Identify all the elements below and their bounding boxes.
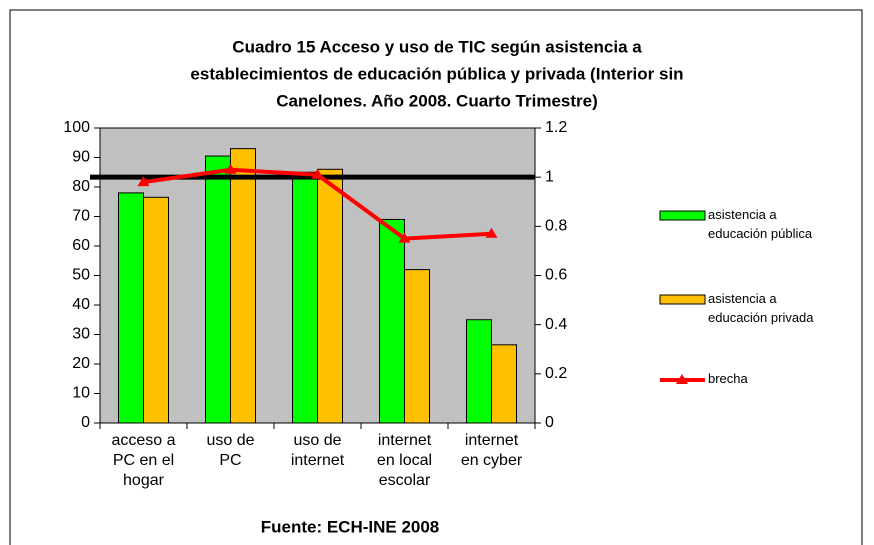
y2-tick-label: 0.2 [545,365,567,382]
line-marker [224,163,237,174]
x-tick-label: internet en cyber [461,432,523,469]
legend-label: asistencia a educación pública [708,207,813,241]
y-tick-label: 0 [81,414,90,431]
legend-swatch [659,210,706,221]
y-tick-label: 30 [72,326,90,343]
y-tick-label: 100 [63,119,90,136]
y2-tick-label: 0.4 [545,316,567,333]
bar [292,171,318,424]
legend-marker [676,374,688,384]
bar [143,196,169,424]
chart-title: Cuadro 15 Acceso y uso de TIC según asis… [232,37,642,56]
y-tick-label: 10 [72,385,90,402]
y2-tick-label: 0.6 [545,267,567,284]
y-tick-label: 20 [72,355,90,372]
line-marker [137,176,150,187]
x-tick-label: acceso a PC en el hogar [111,432,175,489]
y-tick-label: 90 [72,149,90,166]
y2-tick-label: 1.2 [545,119,567,136]
bar [317,168,343,424]
bar [491,344,517,424]
y-tick-label: 40 [72,296,90,313]
x-tick-label: internet en local escolar [377,432,432,489]
bar [205,155,231,424]
y2-tick-label: 0 [545,414,554,431]
bar [404,269,430,424]
legend-label: brecha [708,371,749,386]
y2-tick-label: 0.8 [545,218,567,235]
source: Fuente: ECH-INE 2008 [261,517,440,536]
bar [379,218,405,424]
bar [230,148,256,424]
line-marker [311,168,324,179]
bar [118,192,144,424]
chart-title: Canelones. Año 2008. Cuarto Trimestre) [276,91,598,110]
legend-label: asistencia a educación privada [708,291,814,325]
bar [466,319,492,424]
x-tick-label: uso de PC [206,432,254,469]
y-tick-label: 80 [72,178,90,195]
y-tick-label: 60 [72,237,90,254]
y-tick-label: 70 [72,208,90,225]
chart-title: establecimientos de educación pública y … [190,64,683,83]
x-tick-label: uso de internet [291,432,345,469]
legend-swatch [659,294,706,305]
y-tick-label: 50 [72,267,90,284]
y2-tick-label: 1 [545,168,554,185]
line-marker [398,232,411,243]
line-marker [485,227,498,238]
